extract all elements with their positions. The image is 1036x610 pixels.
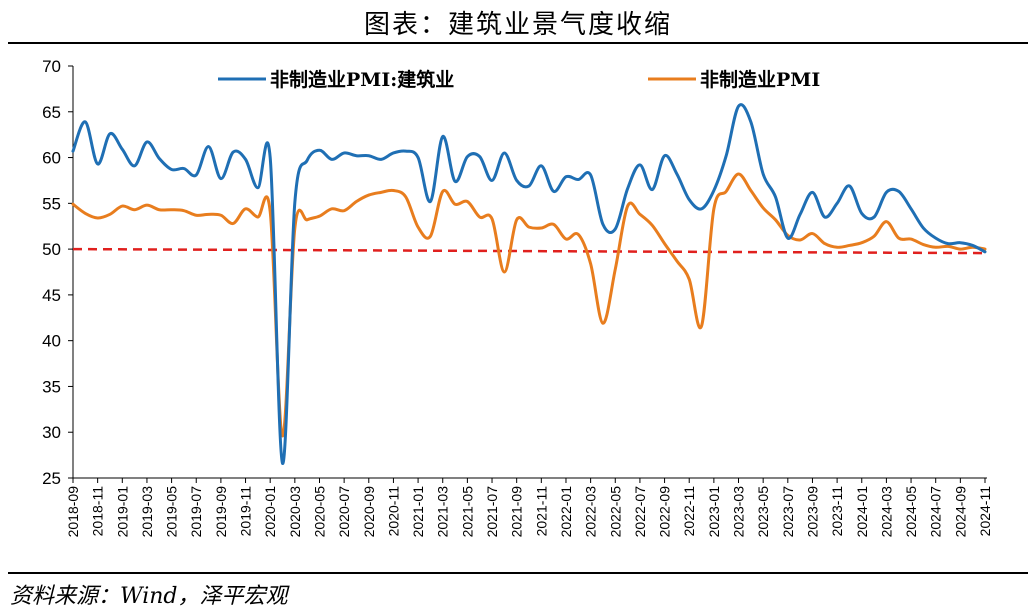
reference-line-group xyxy=(72,247,986,255)
source-note: 资料来源：Wind，泽平宏观 xyxy=(10,584,288,609)
x-tick-label: 2021-07 xyxy=(484,486,500,538)
x-tick-label: 2020-09 xyxy=(361,486,377,538)
x-tick-label: 2022-11 xyxy=(681,486,697,537)
y-tick-label: 60 xyxy=(42,149,61,168)
x-tick-label: 2024-05 xyxy=(903,486,919,538)
x-tick-label: 2023-03 xyxy=(731,486,747,538)
x-tick-label: 2020-05 xyxy=(311,486,327,538)
series-lines xyxy=(71,103,987,465)
x-tick-label: 2021-05 xyxy=(459,486,475,538)
x-tick-label: 2023-09 xyxy=(804,486,820,538)
x-tick-label: 2023-05 xyxy=(755,486,771,538)
legend-label: 非制造业PMI:建筑业 xyxy=(270,68,454,91)
chart-title: 图表：建筑业景气度收缩 xyxy=(363,10,672,40)
x-tick-label: 2023-07 xyxy=(780,486,796,538)
y-axis-ticks: 25 30 35 40 45 50 55 60 65 70 xyxy=(42,57,73,488)
x-tick-label: 2020-11 xyxy=(385,486,401,537)
x-tick-label: 2019-05 xyxy=(164,486,180,538)
x-tick-label: 2020-07 xyxy=(336,486,352,538)
x-tick-label: 2021-11 xyxy=(533,486,549,537)
legend-item-construction-pmi: 非制造业PMI:建筑业 xyxy=(218,68,454,91)
legend-item-nonmanufacturing-pmi: 非制造业PMI xyxy=(648,68,820,91)
y-tick-label: 35 xyxy=(42,377,61,396)
y-tick-label: 45 xyxy=(42,286,61,305)
chart-legend: 非制造业PMI:建筑业 非制造业PMI xyxy=(218,68,820,91)
x-tick-label: 2019-09 xyxy=(213,486,229,538)
x-tick-label: 2024-03 xyxy=(878,486,894,538)
x-tick-label: 2024-01 xyxy=(854,486,870,538)
x-tick-label: 2022-03 xyxy=(583,486,599,538)
x-tick-label: 2022-09 xyxy=(657,486,673,538)
y-tick-label: 70 xyxy=(42,57,61,76)
x-tick-label: 2020-03 xyxy=(287,486,303,538)
x-tick-label: 2020-01 xyxy=(262,486,278,538)
y-tick-label: 55 xyxy=(42,194,61,213)
x-tick-label: 2023-01 xyxy=(706,486,722,538)
x-tick-label: 2024-07 xyxy=(928,486,944,538)
x-tick-label: 2021-09 xyxy=(509,486,525,538)
series-line-nonmanufacturing-pmi xyxy=(71,172,987,438)
reference-line-50 xyxy=(72,247,986,255)
series-line-construction-pmi xyxy=(71,103,987,465)
x-tick-label: 2022-05 xyxy=(607,486,623,538)
legend-label: 非制造业PMI xyxy=(700,68,820,91)
y-tick-label: 30 xyxy=(42,423,61,442)
x-tick-label: 2018-11 xyxy=(90,486,106,537)
x-tick-label: 2022-01 xyxy=(558,486,574,538)
y-tick-label: 65 xyxy=(42,103,61,122)
y-tick-label: 40 xyxy=(42,332,61,351)
x-tick-label: 2022-07 xyxy=(632,486,648,538)
chart-axes xyxy=(72,66,987,479)
x-tick-label: 2018-09 xyxy=(65,486,81,538)
x-axis-ticks: 2018-09 2018-11 2019-01 2019-03 2019-05 2019-… xyxy=(65,478,993,537)
x-tick-label: 2019-01 xyxy=(114,486,130,538)
title-divider xyxy=(8,42,1028,44)
y-tick-label: 25 xyxy=(42,469,61,488)
x-tick-label: 2019-03 xyxy=(139,486,155,538)
x-tick-label: 2021-01 xyxy=(410,486,426,538)
x-tick-label: 2024-11 xyxy=(977,486,993,537)
x-tick-label: 2024-09 xyxy=(952,486,968,538)
y-tick-label: 50 xyxy=(42,240,61,259)
x-tick-label: 2019-07 xyxy=(188,486,204,538)
x-tick-label: 2023-11 xyxy=(829,486,845,537)
x-tick-label: 2019-11 xyxy=(238,486,254,537)
x-tick-label: 2021-03 xyxy=(435,486,451,538)
source-divider xyxy=(8,572,1028,574)
